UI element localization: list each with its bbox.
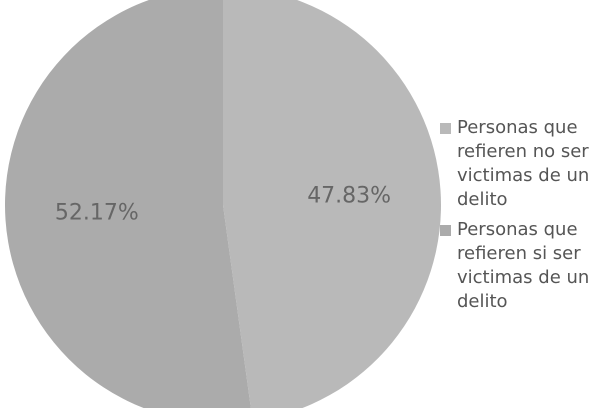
legend-item: Personas que refieren si ser victimas de… bbox=[440, 218, 600, 314]
value-label: 47.83% bbox=[307, 183, 391, 208]
pie-slice bbox=[223, 0, 441, 408]
legend-label: Personas que refieren si ser victimas de… bbox=[457, 219, 590, 312]
legend-label: Personas que refieren no ser victimas de… bbox=[457, 117, 590, 210]
legend-item: Personas que refieren no ser victimas de… bbox=[440, 116, 600, 212]
legend-swatch bbox=[440, 123, 451, 134]
legend: Personas que refieren no ser victimas de… bbox=[440, 116, 600, 320]
pie-slice bbox=[5, 0, 251, 408]
value-label: 52.17% bbox=[55, 201, 139, 226]
legend-swatch bbox=[440, 225, 451, 236]
